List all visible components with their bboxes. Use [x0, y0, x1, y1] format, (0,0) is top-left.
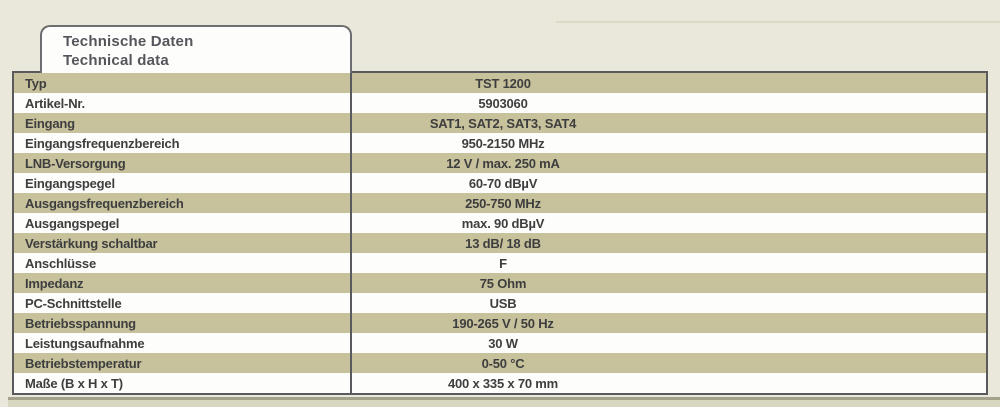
table-row: Ausgangspegel max. 90 dBµV [14, 213, 986, 233]
table-row: LNB-Versorgung 12 V / max. 250 mA [14, 153, 986, 173]
spec-label: Eingangspegel [14, 173, 352, 193]
spec-empty-fill [654, 93, 986, 113]
spec-label: Ausgangspegel [14, 213, 352, 233]
spec-label: Verstärkung schaltbar [14, 233, 352, 253]
spec-label: Typ [14, 73, 352, 93]
spec-label: Eingang [14, 113, 352, 133]
table-row: PC-Schnittstelle USB [14, 293, 986, 313]
spec-empty-fill [654, 233, 986, 253]
spec-value: 0-50 °C [481, 355, 525, 371]
spec-value: max. 90 dBµV [461, 215, 545, 231]
table-row: Eingangspegel 60-70 dBµV [14, 173, 986, 193]
table-row: Eingang SAT1, SAT2, SAT3, SAT4 [14, 113, 986, 133]
spec-empty-fill [654, 73, 986, 93]
spec-empty-fill [654, 253, 986, 273]
tab-title-german: Technische Daten [63, 33, 194, 50]
spec-label: Ausgangsfrequenzbereich [14, 193, 352, 213]
spec-value: 12 V / max. 250 mA [446, 155, 560, 171]
spec-value: 250-750 MHz [465, 195, 541, 211]
spec-value: 75 Ohm [479, 275, 527, 291]
spec-empty-fill [654, 173, 986, 193]
table-row: Leistungsaufnahme 30 W [14, 333, 986, 353]
spec-value: 60-70 dBµV [468, 175, 538, 191]
spec-empty-fill [654, 193, 986, 213]
spec-empty-fill [654, 133, 986, 153]
table-row: Maße (B x H x T) 400 x 335 x 70 mm [14, 373, 986, 393]
spec-label: Leistungsaufnahme [14, 333, 352, 353]
spec-empty-fill [654, 213, 986, 233]
spec-label: Impedanz [14, 273, 352, 293]
spec-empty-fill [654, 333, 986, 353]
spec-label: Eingangsfrequenzbereich [14, 133, 352, 153]
spec-value: TST 1200 [475, 75, 531, 91]
spec-value: 5903060 [478, 95, 528, 111]
table-row: Eingangsfrequenzbereich 950-2150 MHz [14, 133, 986, 153]
spec-empty-fill [654, 313, 986, 333]
table-row: Anschlüsse F [14, 253, 986, 273]
spec-empty-fill [654, 153, 986, 173]
spec-label: Anschlüsse [14, 253, 352, 273]
table-row: Ausgangsfrequenzbereich 250-750 MHz [14, 193, 986, 213]
bottom-band-edge [8, 397, 1000, 400]
spec-table: Typ TST 1200 Artikel-Nr. 5903060 Eingang… [12, 71, 988, 395]
spec-value: 950-2150 MHz [461, 135, 545, 151]
spec-value: USB [489, 295, 517, 311]
spec-value: 190-265 V / 50 Hz [452, 315, 554, 331]
bottom-band [8, 400, 1000, 407]
spec-empty-fill [654, 273, 986, 293]
spec-value: F [499, 255, 507, 271]
technical-data-tab: Technische Daten Technical data [40, 25, 352, 73]
table-row: Typ TST 1200 [14, 73, 986, 93]
spec-value: 13 dB/ 18 dB [465, 235, 541, 251]
spec-value: SAT1, SAT2, SAT3, SAT4 [429, 115, 577, 131]
table-row: Impedanz 75 Ohm [14, 273, 986, 293]
scan-artifact-line [556, 21, 1000, 23]
spec-value: 30 W [488, 335, 518, 351]
spec-empty-fill [654, 113, 986, 133]
spec-label: LNB-Versorgung [14, 153, 352, 173]
spec-label: Maße (B x H x T) [14, 373, 352, 393]
spec-label: PC-Schnittstelle [14, 293, 352, 313]
tab-title-english: Technical data [63, 52, 169, 69]
spec-label: Betriebsspannung [14, 313, 352, 333]
spec-empty-fill [654, 293, 986, 313]
spec-label: Betriebstemperatur [14, 353, 352, 373]
spec-value: 400 x 335 x 70 mm [447, 375, 559, 391]
table-row: Betriebstemperatur 0-50 °C [14, 353, 986, 373]
table-row: Betriebsspannung 190-265 V / 50 Hz [14, 313, 986, 333]
table-row: Artikel-Nr. 5903060 [14, 93, 986, 113]
spec-empty-fill [654, 353, 986, 373]
spec-empty-fill [654, 373, 986, 393]
spec-label: Artikel-Nr. [14, 93, 352, 113]
table-row: Verstärkung schaltbar 13 dB/ 18 dB [14, 233, 986, 253]
